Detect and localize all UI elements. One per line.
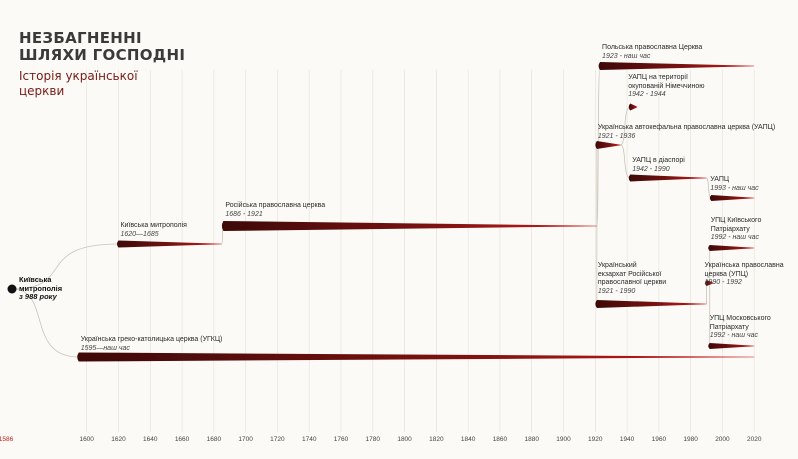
- connectors: [11, 65, 712, 358]
- branch-date: 1686 - 1921: [225, 210, 263, 218]
- page-title: НЕЗБАГНЕННІ ШЛЯХИ ГОСПОДНІ: [19, 30, 185, 64]
- branch-label-line: Українська православна: [704, 262, 784, 269]
- branch-label-uaoc-1993: УАПЦ 1993 - наш час: [710, 176, 758, 193]
- subtitle-line: Історія української: [19, 69, 138, 83]
- branch-label-line: Українська греко-католицька церква (УГКЦ…: [80, 336, 223, 343]
- axis-tick-label: 1860: [492, 436, 508, 443]
- axis-tick-label: 1840: [460, 436, 476, 443]
- branch-date: 1921 - 1936: [597, 132, 636, 140]
- connector-line: [620, 144, 631, 179]
- branches: [77, 62, 755, 362]
- root-label-line: Київська: [19, 275, 52, 284]
- branch-label-line: Російська православна церква: [225, 202, 326, 209]
- branch-label-line: Київська митрополія: [120, 222, 187, 229]
- branch-uoc-1990: [705, 280, 714, 286]
- axis-tick-label: 1740: [301, 436, 317, 443]
- branch-uaoc-1993: [709, 195, 755, 201]
- branch-label-line: окупованій Німеччиною: [628, 82, 705, 90]
- branch-ugcc: [77, 352, 755, 362]
- root-dot: [7, 284, 17, 294]
- branch-uaoc-1921: [595, 141, 621, 149]
- axis-tick-label: 1980: [683, 436, 698, 443]
- grid-lines: [86, 70, 755, 432]
- axis-tick-label: 1660: [174, 436, 190, 443]
- root-label: Київська митрополія з 988 року: [19, 275, 63, 302]
- branch-label-uoc-kp: УПЦ Київського Патріархату 1992 - наш час: [711, 217, 762, 243]
- axis-tick-label: 1680: [206, 436, 222, 443]
- branch-date: 1921 - 1990: [597, 287, 636, 295]
- branch-label-line: церква (УПЦ): [704, 270, 749, 278]
- branch-label-line: УАПЦ на території: [628, 74, 688, 81]
- branch-date: 1620—1685: [120, 230, 159, 238]
- branch-label-line: православної церкви: [597, 279, 667, 286]
- axis-tick-label: 1760: [333, 436, 349, 443]
- branch-label-uaoc-occupied: УАПЦ на території окупованій Німеччиною 19…: [628, 74, 704, 100]
- axis-tick-label: 2000: [715, 436, 730, 443]
- axis-tick-label: 1880: [524, 436, 539, 443]
- title-line: НЕЗБАГНЕННІ: [19, 29, 142, 47]
- branch-polish-church: [598, 62, 755, 70]
- branch-uaoc-diaspora: [628, 174, 707, 182]
- branch-kyiv-metropolis: [116, 240, 222, 248]
- branch-date: 1923 - наш час: [602, 52, 651, 60]
- branch-label-line: УАПЦ в діаспорі: [632, 157, 685, 164]
- branch-date: 1990 - 1992: [704, 279, 742, 286]
- subtitle-line: церкви: [19, 84, 65, 98]
- branch-label-ugcc: Українська греко-католицька церква (УГКЦ…: [81, 336, 223, 353]
- page-subtitle: Історія української церкви: [19, 69, 138, 99]
- branch-label-line: екзархат Російської: [597, 270, 662, 278]
- branch-label-uaoc-diaspora: УАПЦ в діаспорі 1942 - 1990: [632, 157, 685, 174]
- axis-tick-label: 1960: [651, 436, 667, 443]
- branch-date: 1993 - наш час: [710, 184, 759, 192]
- root-date: з 988 року: [19, 292, 57, 301]
- branch-label-uoc-mp: УПЦ Московського Патріархату 1992 - наш ча…: [710, 315, 771, 341]
- branch-label-line: УПЦ Московського: [709, 315, 771, 322]
- axis-tick-label: 1900: [556, 436, 571, 443]
- branch-label-polish-church: Польська православна Церква 1923 - наш ча…: [602, 44, 702, 61]
- axis-tick-label: 1640: [143, 436, 158, 443]
- branch-label-line: Патріархату: [710, 225, 750, 233]
- branch-uoc-mp: [708, 343, 755, 349]
- branch-label-line: УПЦ Київського: [710, 217, 762, 224]
- branch-date: 1992 - наш час: [710, 234, 760, 241]
- axis-tick-label: 1920: [588, 436, 603, 443]
- connector-line: [11, 243, 119, 290]
- axis-tick-label: 1720: [270, 436, 285, 443]
- axis-tick-label: 1820: [429, 436, 444, 443]
- axis-tick-label: 1780: [365, 436, 380, 443]
- branch-date: 1942 - 1944: [628, 91, 666, 98]
- branch-label-uaoc-1921: Українська автокефальна православна церк…: [598, 124, 775, 141]
- branch-label-uoc-1990: Українська православна церква (УПЦ) 1990 -…: [705, 262, 784, 288]
- branch-label-line: Патріархату: [709, 323, 749, 331]
- branch-uoc-kp: [708, 245, 755, 251]
- axis-tick-label-partial: 1586: [0, 436, 14, 443]
- branch-label-ukr-exarchate: Український екзархат Російської православн…: [598, 262, 666, 296]
- branch-label-line: Український: [597, 262, 637, 269]
- branch-date: 1942 - 1990: [632, 165, 670, 173]
- branch-label-kyiv-metropolis: Київська митрополія 1620—1685: [120, 222, 186, 239]
- root-label-line: митрополія: [19, 283, 63, 293]
- connector-line: [620, 106, 631, 146]
- branch-ukr-exarchate: [595, 300, 707, 308]
- branch-date: 1992 - наш час: [709, 332, 759, 339]
- branch-uaoc-occupied: [628, 103, 638, 111]
- branch-russian-church: [221, 221, 597, 231]
- branch-label-line: Польська православна Церква: [602, 44, 703, 51]
- branch-label-line: Українська автокефальна православна церк…: [597, 124, 776, 131]
- branch-label-line: УАПЦ: [710, 176, 730, 183]
- branch-label-russian-church: Російська православна церква 1686 - 1921: [225, 202, 325, 219]
- axis-tick-label: 2020: [746, 436, 762, 443]
- axis-tick-label: 1620: [111, 436, 126, 443]
- branch-date: 1595—наш час: [80, 344, 130, 352]
- connector-line: [11, 288, 79, 358]
- axis-tick-label: 1700: [238, 436, 253, 443]
- axis-tick-label: 1940: [619, 436, 635, 443]
- axis-tick-label: 1600: [79, 436, 94, 443]
- title-line: ШЛЯХИ ГОСПОДНІ: [19, 46, 186, 64]
- axis-tick-label: 1800: [397, 436, 412, 443]
